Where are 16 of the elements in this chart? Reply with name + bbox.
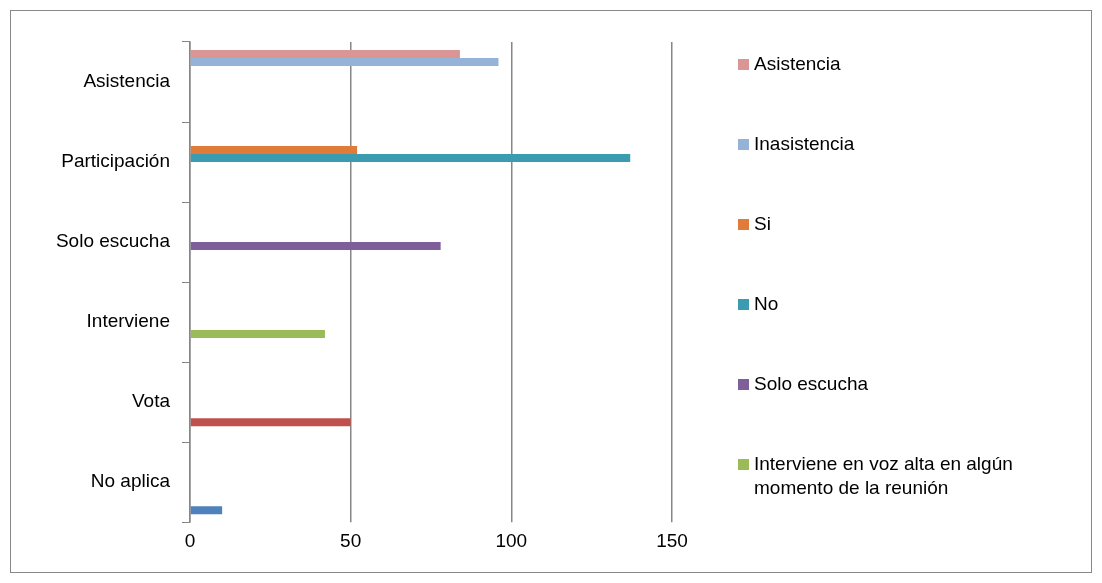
legend-label: Interviene en voz alta en algún momento de la reunión bbox=[754, 452, 1014, 500]
legend-label: Si bbox=[754, 212, 771, 236]
y-tick-label: Asistencia bbox=[83, 70, 171, 92]
legend-label: Inasistencia bbox=[754, 132, 855, 156]
y-tick-label: Interviene bbox=[86, 310, 170, 332]
x-tick-label: 150 bbox=[656, 529, 688, 551]
y-tick-label: Vota bbox=[131, 390, 171, 412]
x-tick-label: 0 bbox=[184, 529, 196, 551]
legend-label: Asistencia bbox=[754, 52, 841, 76]
legend-label: Solo escucha bbox=[754, 372, 869, 396]
x-tick-label: 50 bbox=[340, 529, 362, 551]
y-tick-label: No aplica bbox=[90, 470, 171, 492]
legend-label: No bbox=[754, 292, 779, 316]
y-tick-label: Solo escucha bbox=[55, 230, 171, 252]
y-tick-label: Participación bbox=[61, 150, 170, 172]
x-tick-label: 100 bbox=[495, 529, 528, 551]
